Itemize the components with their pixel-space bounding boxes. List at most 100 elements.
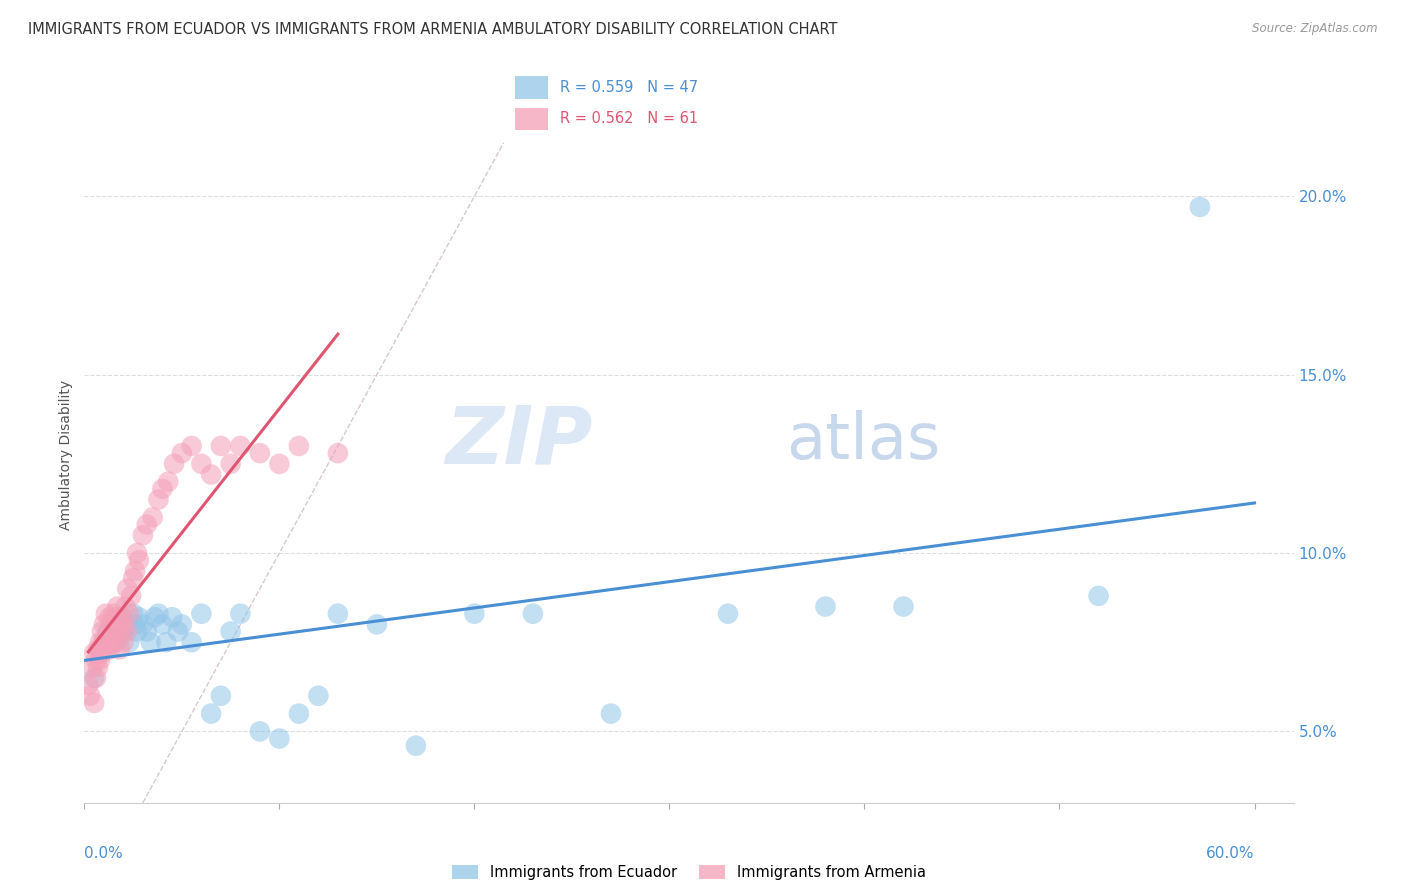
Point <box>219 457 242 471</box>
Point <box>307 689 329 703</box>
Point <box>84 653 107 667</box>
Point <box>98 610 121 624</box>
Point <box>117 624 139 639</box>
Point <box>326 446 349 460</box>
Point <box>103 635 125 649</box>
Point <box>717 607 740 621</box>
Point <box>87 642 110 657</box>
Point <box>103 624 125 639</box>
Point <box>200 706 222 721</box>
Text: 0.0%: 0.0% <box>84 846 124 861</box>
Point <box>229 607 252 621</box>
Point <box>132 617 155 632</box>
Point <box>814 599 837 614</box>
Point <box>89 653 111 667</box>
Point <box>180 439 202 453</box>
Point <box>170 617 193 632</box>
Point <box>117 582 139 596</box>
Point <box>269 731 291 746</box>
Text: ZIP: ZIP <box>444 402 592 480</box>
Point <box>108 642 131 657</box>
Point <box>288 706 311 721</box>
Point <box>1188 200 1211 214</box>
Point <box>1087 589 1109 603</box>
Point <box>118 635 141 649</box>
Point <box>110 610 132 624</box>
Point <box>155 635 177 649</box>
Point <box>135 517 157 532</box>
Text: Source: ZipAtlas.com: Source: ZipAtlas.com <box>1253 22 1378 36</box>
Point <box>97 635 120 649</box>
Point <box>288 439 311 453</box>
Point <box>122 607 145 621</box>
Point <box>103 607 125 621</box>
Point <box>148 607 170 621</box>
Point <box>97 624 120 639</box>
Point <box>180 635 202 649</box>
Point <box>110 610 132 624</box>
Point <box>83 646 105 660</box>
Bar <box>515 77 548 99</box>
Point <box>167 624 190 639</box>
Point <box>97 624 120 639</box>
Point <box>125 546 148 560</box>
Point <box>108 632 131 646</box>
Point <box>160 610 183 624</box>
Point <box>110 624 132 639</box>
Point <box>82 660 104 674</box>
Point <box>122 571 145 585</box>
Point <box>94 607 117 621</box>
Point <box>79 689 101 703</box>
Point <box>114 599 136 614</box>
Point <box>132 528 155 542</box>
Text: IMMIGRANTS FROM ECUADOR VS IMMIGRANTS FROM ARMENIA AMBULATORY DISABILITY CORRELA: IMMIGRANTS FROM ECUADOR VS IMMIGRANTS FR… <box>28 22 838 37</box>
Point <box>118 607 141 621</box>
Point <box>142 510 165 524</box>
Point <box>93 635 115 649</box>
Point <box>89 635 111 649</box>
Point <box>104 635 127 649</box>
Point <box>125 624 148 639</box>
Point <box>100 635 122 649</box>
Point <box>90 624 112 639</box>
Point <box>83 696 105 710</box>
Point <box>190 607 212 621</box>
Bar <box>515 108 548 130</box>
Point <box>219 624 242 639</box>
Point <box>124 564 146 578</box>
Point <box>522 607 544 621</box>
Point <box>87 660 110 674</box>
Point <box>94 642 117 657</box>
Point <box>209 689 232 703</box>
Point <box>135 624 157 639</box>
Point <box>139 635 162 649</box>
Point <box>112 635 135 649</box>
Point <box>112 624 135 639</box>
Text: R = 0.559   N = 47: R = 0.559 N = 47 <box>560 80 697 95</box>
Point <box>157 475 180 489</box>
Text: R = 0.562   N = 61: R = 0.562 N = 61 <box>560 112 697 127</box>
Point <box>90 646 112 660</box>
Point <box>326 607 349 621</box>
Point <box>100 617 122 632</box>
Point <box>148 492 170 507</box>
Point <box>128 553 150 567</box>
Point <box>93 635 115 649</box>
Point <box>107 599 129 614</box>
Point <box>98 642 121 657</box>
Point <box>366 617 388 632</box>
Point <box>893 599 915 614</box>
Point <box>150 617 173 632</box>
Point <box>93 617 115 632</box>
Point <box>83 671 105 685</box>
Point <box>89 646 111 660</box>
Point <box>269 457 291 471</box>
Point <box>107 624 129 639</box>
Point <box>209 439 232 453</box>
Y-axis label: Ambulatory Disability: Ambulatory Disability <box>59 380 73 530</box>
Point <box>229 439 252 453</box>
Legend: Immigrants from Ecuador, Immigrants from Armenia: Immigrants from Ecuador, Immigrants from… <box>446 859 932 886</box>
Point <box>120 589 142 603</box>
Point <box>150 482 173 496</box>
Point <box>112 617 135 632</box>
